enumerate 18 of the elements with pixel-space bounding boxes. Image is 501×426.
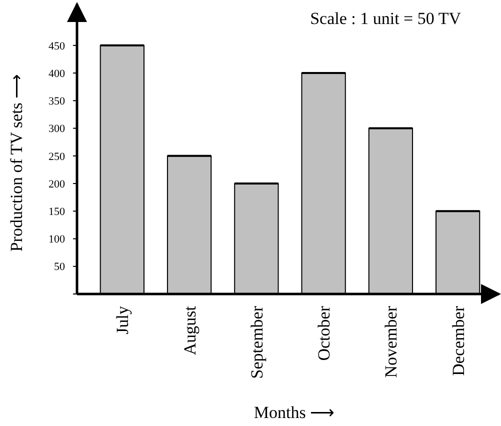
x-tick-label: November (382, 306, 401, 378)
x-axis-title: Months ⟶ (254, 403, 334, 422)
y-tick-label: 50 (54, 261, 66, 274)
x-tick-label: October (314, 306, 334, 361)
x-tick-label: August (180, 306, 200, 356)
x-tick-label: September (247, 306, 266, 379)
x-tick-label: July (113, 306, 132, 334)
y-tick-label: 200 (48, 178, 66, 190)
y-axis-title: Production of TV sets ⟶ (7, 74, 26, 252)
y-tick-label: 350 (48, 96, 66, 108)
y-tick-label: 300 (48, 123, 66, 136)
y-tick-label: 100 (48, 234, 66, 246)
y-tick-label: 150 (48, 206, 66, 218)
y-tick-label: 400 (48, 68, 66, 80)
y-tick-label: 450 (48, 40, 66, 52)
y-tick-label: 250 (48, 150, 66, 163)
annotation: Scale : 1 unit = 50 TV (310, 9, 462, 28)
x-tick-label: December (448, 306, 468, 376)
